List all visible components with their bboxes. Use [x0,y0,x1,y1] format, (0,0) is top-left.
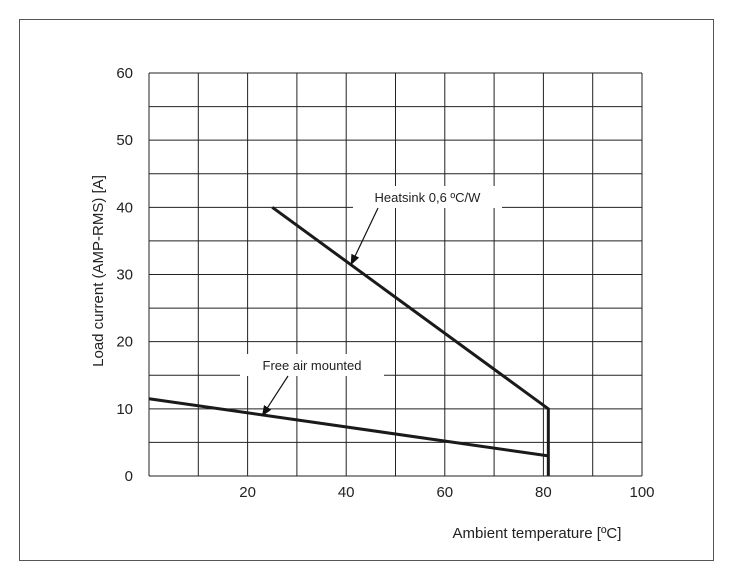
annotation-heatsink: Heatsink 0,6 ºC/W [350,186,502,266]
y-tick-label: 60 [116,65,133,82]
x-tick-label: 40 [338,484,355,501]
annotation-arrow [261,375,289,417]
x-axis-label: Ambient temperature [ºC] [453,525,622,542]
y-tick-label: 10 [116,401,133,418]
y-tick-label: 20 [116,334,133,351]
x-tick-labels: 20 40 60 80 100 [239,484,654,501]
y-axis-label: Load current (AMP-RMS) [A] [90,175,107,367]
grid [148,72,643,477]
y-tick-label: 50 [116,132,133,149]
y-tick-label: 0 [125,468,133,485]
series-line-heatsink [271,206,550,476]
annotation-arrow [350,207,379,266]
y-tick-labels: 0 10 20 30 40 50 60 [116,65,133,485]
annotation-label: Free air mounted [263,358,362,373]
x-tick-label: 80 [535,484,552,501]
annotation-free-air: Free air mounted [240,354,384,417]
x-tick-label: 20 [239,484,256,501]
figure-border [19,19,714,561]
annotation-box [240,354,384,376]
series-lines [148,206,550,476]
annotation-box [353,186,502,208]
x-tick-label: 60 [436,484,453,501]
x-tick-label: 100 [629,484,654,501]
annotation-label: Heatsink 0,6 ºC/W [375,190,482,205]
y-tick-label: 30 [116,267,133,284]
y-tick-label: 40 [116,199,133,216]
annotations: Heatsink 0,6 ºC/W Free air mounted [240,186,502,417]
series-line-free-air [148,397,549,458]
